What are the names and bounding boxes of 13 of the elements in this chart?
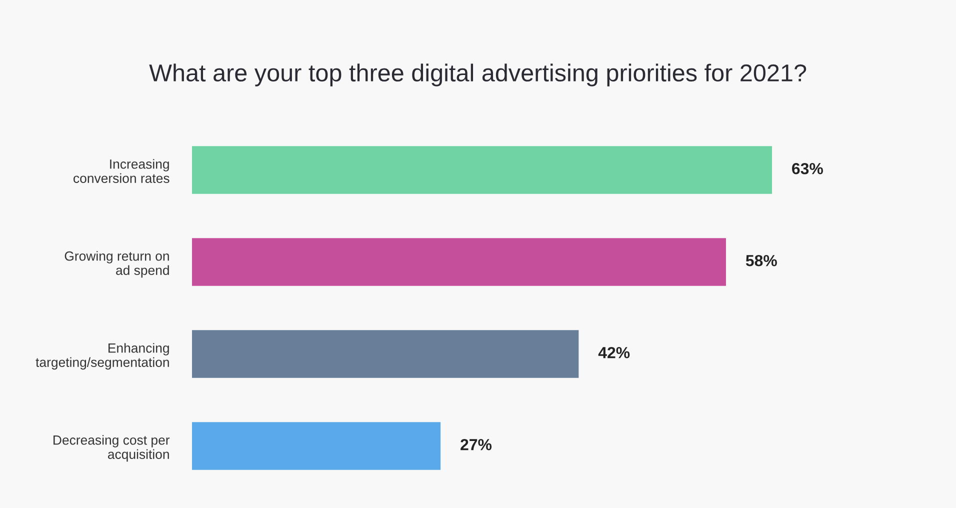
y-tick-label: Enhancing targeting/segmentation xyxy=(36,343,169,370)
chart-title: What are your top three digital advertising priorities for 2021? xyxy=(149,64,806,86)
y-tick-label: Decreasing cost per acquisition xyxy=(54,435,170,462)
data-label: 42% xyxy=(598,346,630,358)
data-label: 63% xyxy=(792,162,823,174)
bar xyxy=(192,146,772,194)
bar xyxy=(192,330,579,378)
y-tick-label: Increasing conversion rates xyxy=(74,159,170,183)
y-tick-label: Growing return on ad spend xyxy=(64,251,169,278)
data-label: 58% xyxy=(746,254,777,266)
bar xyxy=(192,238,726,286)
bar xyxy=(192,422,441,470)
data-label: 27% xyxy=(460,438,492,450)
